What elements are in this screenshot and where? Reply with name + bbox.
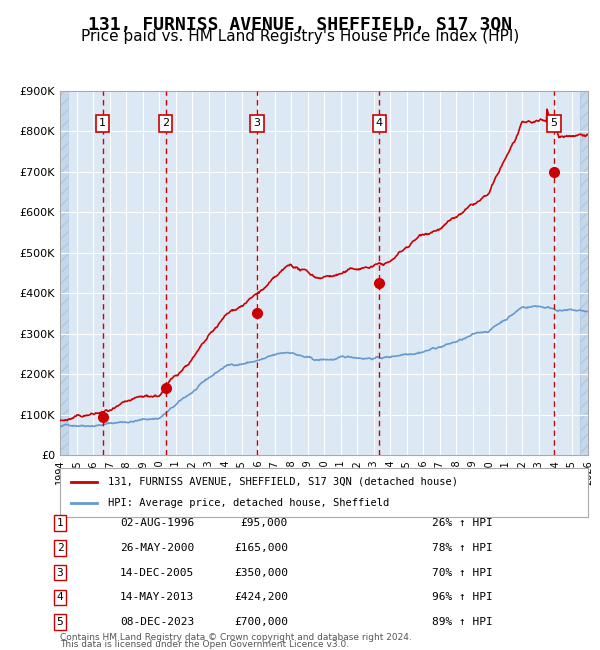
- Text: 5: 5: [56, 617, 64, 627]
- Text: 2: 2: [56, 543, 64, 553]
- Text: 89% ↑ HPI: 89% ↑ HPI: [432, 617, 493, 627]
- Text: £350,000: £350,000: [234, 567, 288, 578]
- Text: 4: 4: [56, 592, 64, 603]
- Text: 4: 4: [376, 118, 383, 128]
- Bar: [60, 91, 68, 455]
- Text: 08-DEC-2023: 08-DEC-2023: [120, 617, 194, 627]
- Text: 26% ↑ HPI: 26% ↑ HPI: [432, 518, 493, 528]
- Text: 131, FURNISS AVENUE, SHEFFIELD, S17 3QN (detached house): 131, FURNISS AVENUE, SHEFFIELD, S17 3QN …: [107, 476, 458, 487]
- Text: 1: 1: [56, 518, 64, 528]
- Bar: [60, 91, 68, 455]
- Text: 02-AUG-1996: 02-AUG-1996: [120, 518, 194, 528]
- Text: This data is licensed under the Open Government Licence v3.0.: This data is licensed under the Open Gov…: [60, 640, 349, 649]
- Text: £424,200: £424,200: [234, 592, 288, 603]
- Text: £95,000: £95,000: [241, 518, 288, 528]
- Text: £700,000: £700,000: [234, 617, 288, 627]
- Bar: [580, 91, 596, 455]
- Text: 14-DEC-2005: 14-DEC-2005: [120, 567, 194, 578]
- Bar: [580, 91, 596, 455]
- Text: 1: 1: [99, 118, 106, 128]
- Text: HPI: Average price, detached house, Sheffield: HPI: Average price, detached house, Shef…: [107, 498, 389, 508]
- Text: 14-MAY-2013: 14-MAY-2013: [120, 592, 194, 603]
- Text: 131, FURNISS AVENUE, SHEFFIELD, S17 3QN: 131, FURNISS AVENUE, SHEFFIELD, S17 3QN: [88, 16, 512, 34]
- Text: Price paid vs. HM Land Registry's House Price Index (HPI): Price paid vs. HM Land Registry's House …: [81, 29, 519, 44]
- Text: 2: 2: [162, 118, 169, 128]
- Text: 26-MAY-2000: 26-MAY-2000: [120, 543, 194, 553]
- Text: 3: 3: [56, 567, 64, 578]
- Text: 96% ↑ HPI: 96% ↑ HPI: [432, 592, 493, 603]
- Text: 5: 5: [550, 118, 557, 128]
- Text: 70% ↑ HPI: 70% ↑ HPI: [432, 567, 493, 578]
- Text: £165,000: £165,000: [234, 543, 288, 553]
- Text: Contains HM Land Registry data © Crown copyright and database right 2024.: Contains HM Land Registry data © Crown c…: [60, 633, 412, 642]
- Text: 3: 3: [254, 118, 260, 128]
- Text: 78% ↑ HPI: 78% ↑ HPI: [432, 543, 493, 553]
